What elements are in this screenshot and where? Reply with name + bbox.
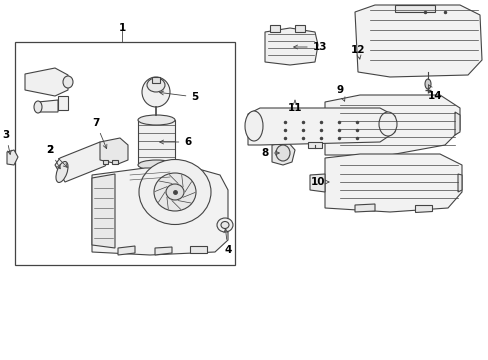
Ellipse shape	[165, 184, 183, 200]
Text: 12: 12	[350, 45, 365, 59]
Text: 9: 9	[336, 85, 344, 101]
Text: 14: 14	[427, 85, 442, 101]
Polygon shape	[100, 138, 128, 164]
Polygon shape	[92, 174, 115, 248]
Ellipse shape	[244, 111, 263, 141]
Ellipse shape	[378, 112, 396, 136]
Polygon shape	[309, 174, 325, 192]
Polygon shape	[247, 108, 394, 145]
Polygon shape	[309, 116, 325, 135]
Polygon shape	[269, 25, 280, 32]
Ellipse shape	[221, 221, 228, 229]
Polygon shape	[92, 168, 227, 255]
Polygon shape	[325, 95, 459, 155]
Text: 13: 13	[293, 42, 326, 52]
Ellipse shape	[138, 160, 175, 170]
Polygon shape	[118, 246, 135, 255]
Text: 8: 8	[261, 148, 279, 158]
Polygon shape	[38, 100, 58, 112]
Polygon shape	[58, 96, 68, 110]
Polygon shape	[354, 5, 481, 77]
Polygon shape	[264, 28, 317, 65]
Ellipse shape	[56, 162, 68, 183]
Polygon shape	[454, 112, 459, 135]
Text: 4: 4	[224, 229, 231, 255]
Ellipse shape	[147, 78, 164, 92]
Ellipse shape	[142, 77, 170, 107]
Text: 2: 2	[46, 145, 67, 167]
Polygon shape	[457, 174, 461, 192]
Text: 1: 1	[118, 23, 125, 33]
Polygon shape	[152, 77, 160, 83]
Polygon shape	[307, 142, 321, 148]
Text: 10: 10	[310, 177, 328, 187]
Polygon shape	[294, 25, 305, 32]
Polygon shape	[112, 160, 118, 164]
Text: 2: 2	[46, 145, 60, 169]
Ellipse shape	[138, 115, 175, 125]
Polygon shape	[103, 160, 108, 164]
Ellipse shape	[275, 145, 289, 161]
Ellipse shape	[424, 79, 430, 89]
Text: 11: 11	[287, 100, 302, 113]
Ellipse shape	[154, 173, 196, 211]
Polygon shape	[394, 5, 434, 12]
Text: 7: 7	[92, 118, 107, 149]
Polygon shape	[138, 120, 175, 165]
Bar	[15, 42, 235, 265]
Polygon shape	[325, 154, 461, 212]
Polygon shape	[25, 68, 68, 96]
Polygon shape	[190, 246, 206, 253]
Ellipse shape	[139, 159, 210, 225]
Text: 5: 5	[160, 91, 198, 102]
Ellipse shape	[217, 218, 232, 232]
Polygon shape	[354, 204, 374, 212]
Ellipse shape	[34, 101, 42, 113]
Text: 6: 6	[160, 137, 191, 147]
Polygon shape	[414, 205, 431, 212]
Polygon shape	[155, 247, 172, 255]
Polygon shape	[55, 142, 110, 182]
Polygon shape	[271, 142, 294, 165]
Text: 3: 3	[2, 130, 11, 154]
Ellipse shape	[63, 76, 73, 88]
Polygon shape	[7, 150, 18, 165]
